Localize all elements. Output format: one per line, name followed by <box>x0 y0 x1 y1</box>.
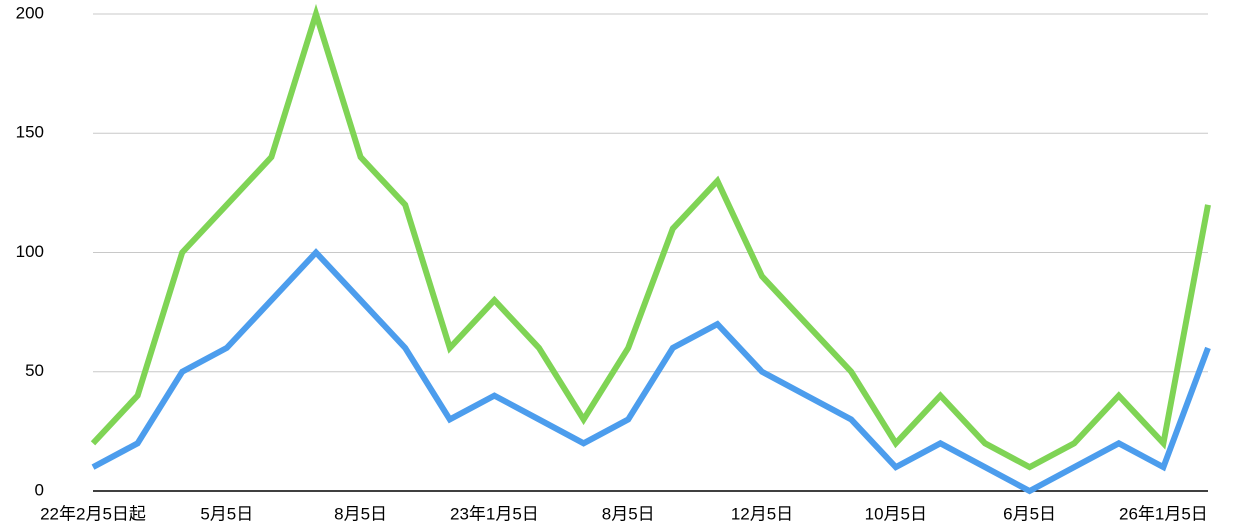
y-tick-label: 150 <box>16 123 44 142</box>
x-tick-label: 23年1月5日 <box>450 504 539 523</box>
x-tick-label: 26年1月5日 <box>1119 504 1208 523</box>
y-tick-label: 100 <box>16 242 44 261</box>
y-tick-label: 200 <box>16 3 44 22</box>
x-tick-label: 10月5日 <box>865 504 927 523</box>
y-tick-label: 50 <box>25 361 44 380</box>
x-tick-label: 8月5日 <box>334 504 387 523</box>
x-tick-label: 5月5日 <box>200 504 253 523</box>
x-tick-label: 22年2月5日起 <box>40 504 146 523</box>
y-tick-label: 0 <box>35 480 44 499</box>
x-tick-label: 6月5日 <box>1003 504 1056 523</box>
line-series <box>91 248 1211 495</box>
x-tick-label: 8月5日 <box>602 504 655 523</box>
x-tick-label: 12月5日 <box>731 504 793 523</box>
line-series <box>90 3 1211 471</box>
